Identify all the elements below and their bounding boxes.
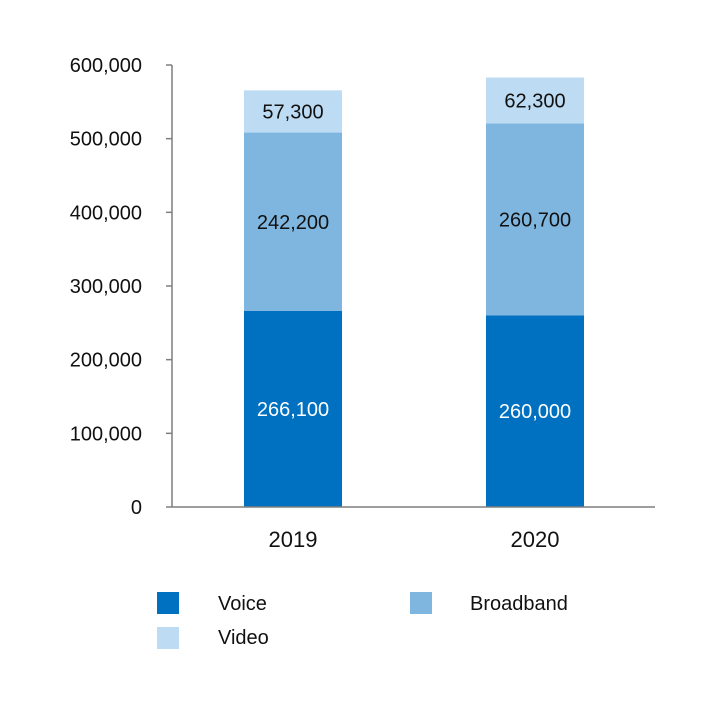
y-tick-label: 300,000 — [70, 276, 142, 298]
y-tick-label: 0 — [131, 497, 142, 519]
bar-segment-broadband-2020 — [486, 123, 584, 316]
data-label-voice-2019: 266,100 — [257, 399, 329, 421]
y-tick-label: 600,000 — [70, 55, 142, 77]
y-axis: 0 100,000 200,000 300,000 400,000 500,000 600,… — [70, 55, 173, 519]
x-tick-label: 2020 — [511, 527, 560, 552]
bar-segment-broadband-2019 — [244, 132, 342, 311]
data-label-voice-2020: 260,000 — [499, 401, 571, 423]
bar-segment-video-2019 — [244, 90, 342, 133]
y-tick-label: 200,000 — [70, 350, 142, 372]
y-tick-label: 500,000 — [70, 129, 142, 151]
bar-segment-voice-2019 — [244, 310, 342, 507]
bar-segment-video-2020 — [486, 77, 584, 124]
bar-segment-voice-2020 — [486, 315, 584, 507]
y-tick-label: 400,000 — [70, 202, 142, 224]
data-label-video-2020: 62,300 — [504, 90, 565, 112]
x-axis: 2019 2020 — [172, 506, 655, 552]
data-label-broadband-2020: 260,700 — [499, 209, 571, 231]
data-label-broadband-2019: 242,200 — [257, 212, 329, 234]
bars: 266,100 242,200 57,300 260,000 260,700 62,300 — [244, 77, 584, 507]
y-tick-label: 100,000 — [70, 423, 142, 445]
x-tick-label: 2019 — [269, 527, 318, 552]
data-label-video-2019: 57,300 — [262, 101, 323, 123]
